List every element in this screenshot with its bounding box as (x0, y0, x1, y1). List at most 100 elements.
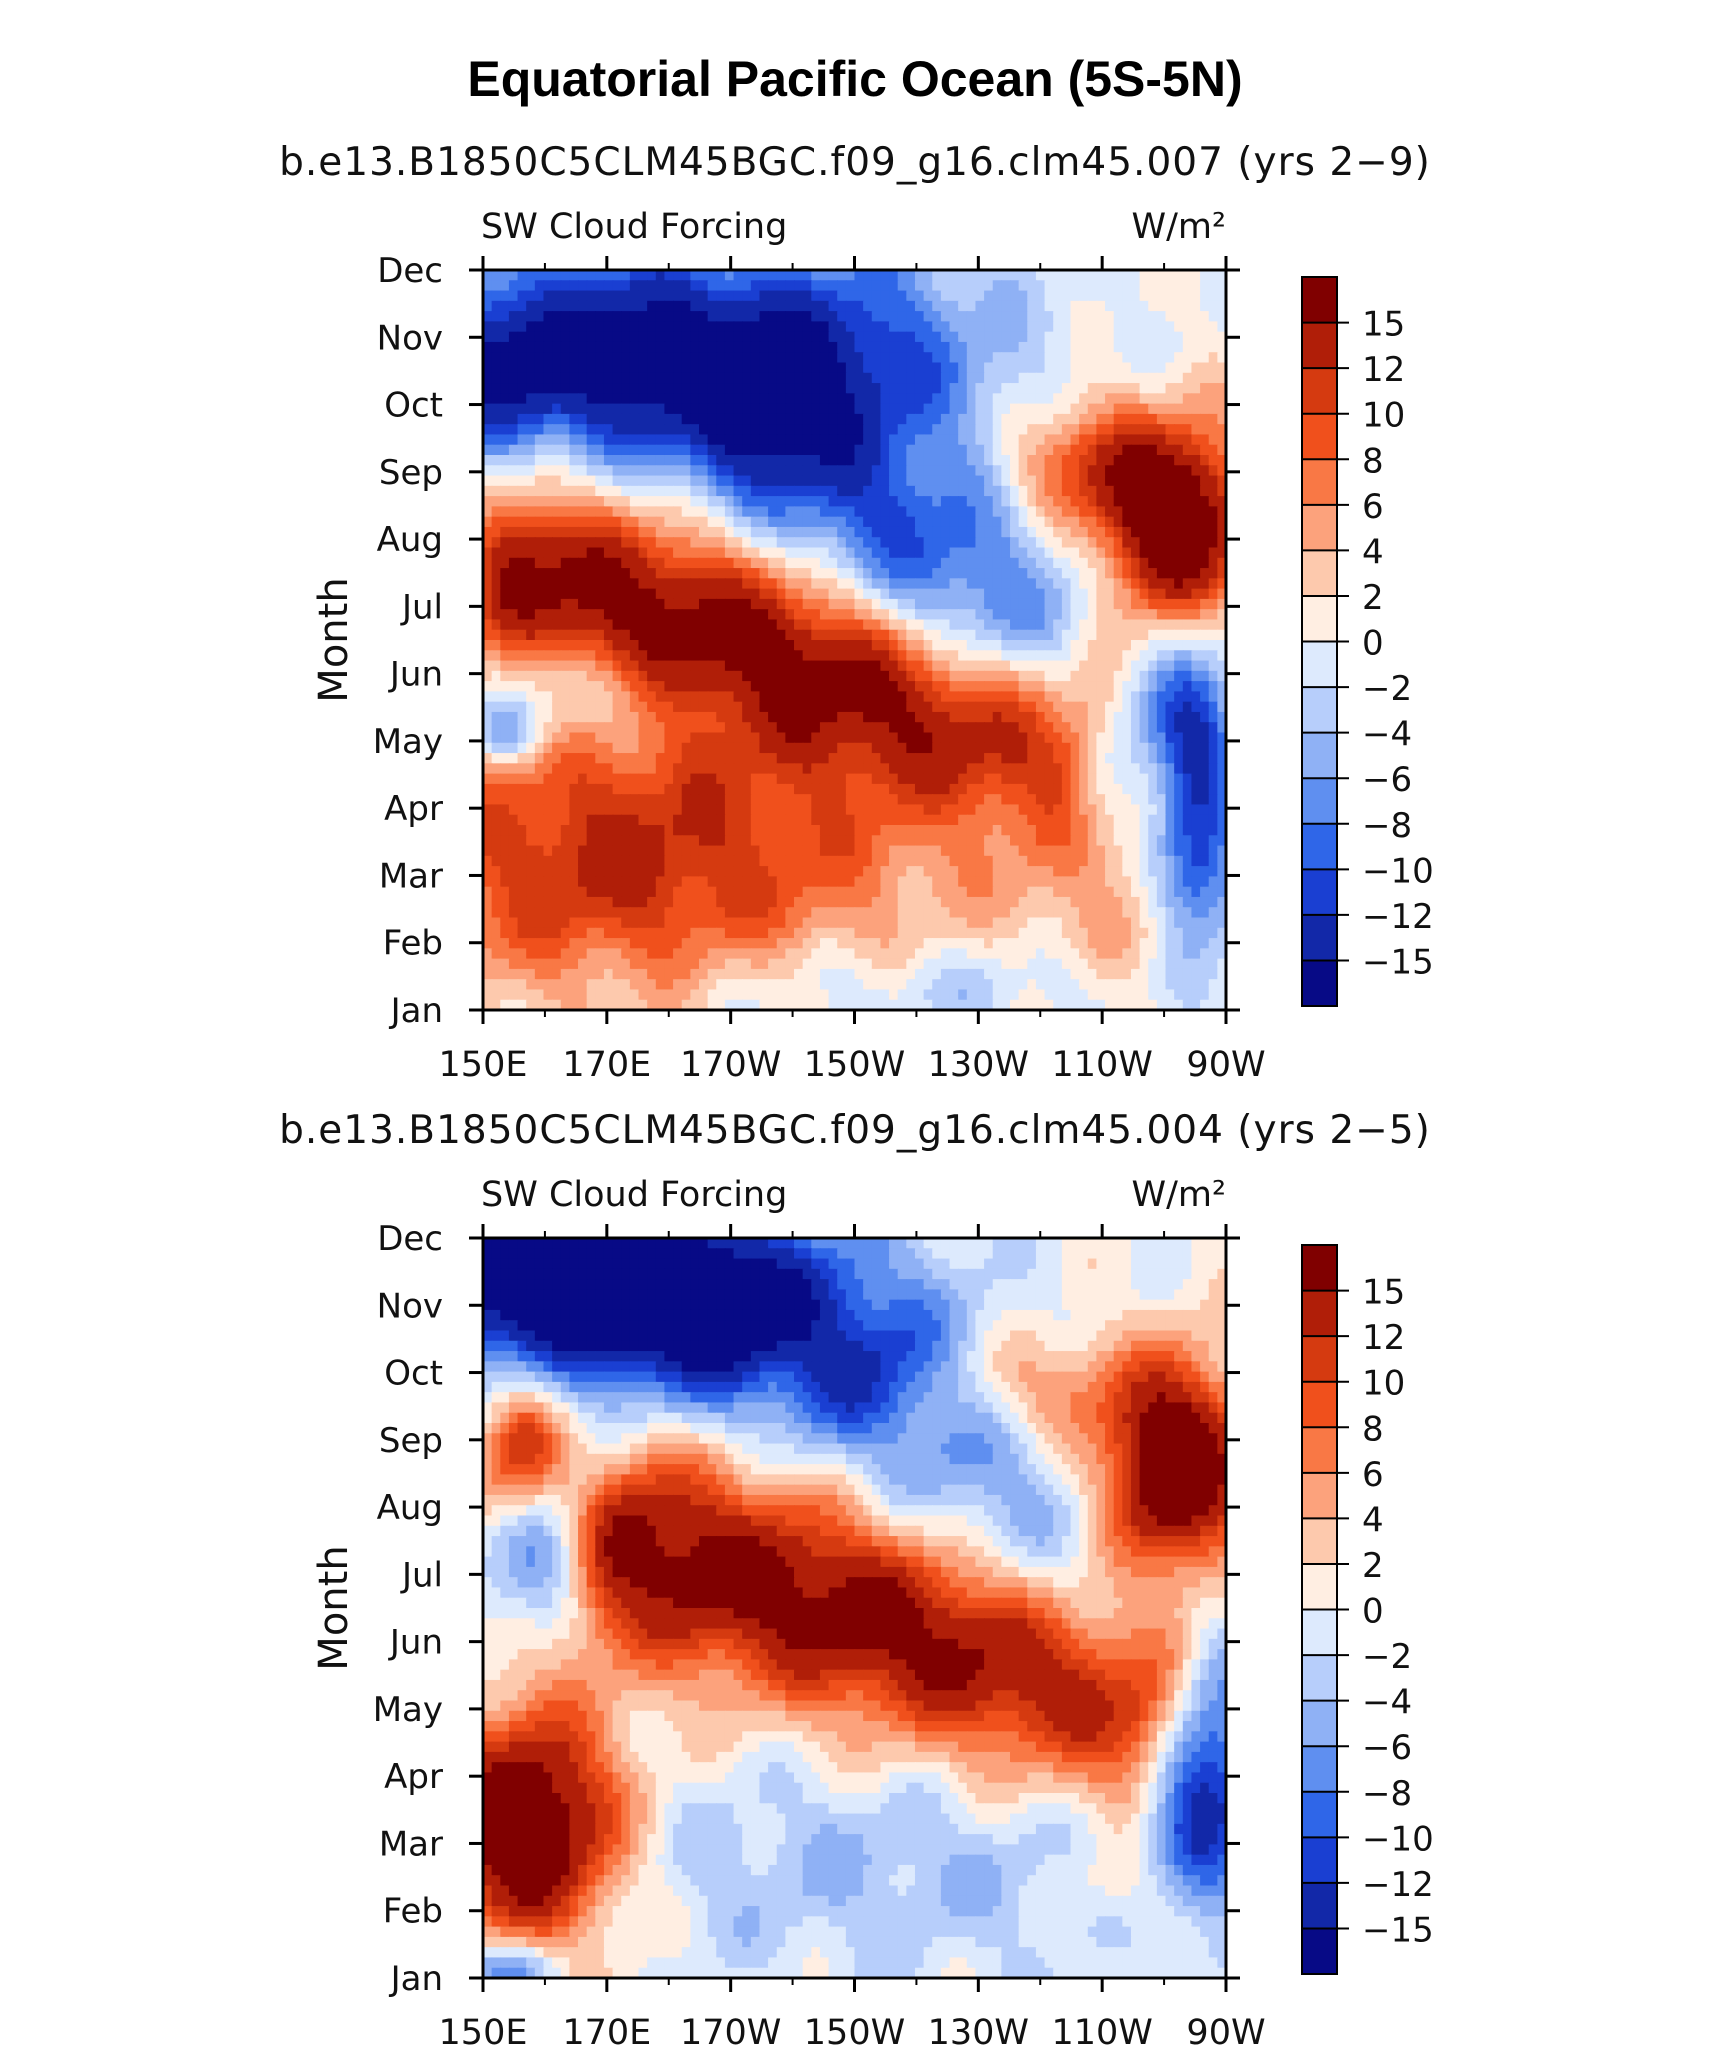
heatmap-cell (569, 475, 579, 487)
heatmap-cell (750, 300, 761, 312)
heatmap-cell (716, 526, 726, 539)
heatmap-cell (794, 311, 804, 323)
heatmap-cell (664, 393, 674, 405)
heatmap-cell (1096, 660, 1106, 672)
heatmap-cell (932, 825, 942, 837)
heatmap-cell (940, 455, 951, 467)
heatmap-cell (508, 300, 519, 312)
heatmap-cell (1053, 629, 1063, 641)
heatmap-cell (1087, 290, 1098, 302)
heatmap-cell (768, 711, 778, 724)
heatmap-cell (500, 270, 510, 282)
heatmap-cell (1010, 455, 1020, 467)
heatmap-cell (889, 290, 899, 302)
heatmap-cell (1200, 383, 1210, 395)
heatmap-cell (975, 393, 985, 405)
heatmap-cell (742, 331, 752, 343)
heatmap-cell (517, 485, 527, 497)
heatmap-cell (595, 598, 605, 610)
heatmap-cell (698, 475, 709, 487)
heatmap-cell (1174, 629, 1184, 641)
heatmap-cell (1087, 496, 1098, 508)
heatmap-cell (1079, 578, 1089, 590)
heatmap-cell (1217, 825, 1226, 837)
heatmap-cell (785, 835, 795, 847)
heatmap-cell (1174, 845, 1184, 857)
heatmap-cell (560, 845, 571, 857)
heatmap-cell (880, 568, 890, 580)
heatmap-cell (949, 516, 959, 528)
heatmap-cell (690, 526, 700, 539)
heatmap-cell (526, 578, 536, 590)
heatmap-cell (966, 691, 977, 703)
heatmap-cell (655, 393, 666, 405)
heatmap-cell (638, 424, 648, 436)
heatmap-cell (1113, 681, 1124, 693)
heatmap-cell (560, 321, 571, 333)
heatmap-cell (819, 845, 830, 857)
heatmap-cell (1105, 578, 1115, 590)
heatmap-cell (1087, 311, 1098, 323)
heatmap-cell (1130, 485, 1141, 497)
heatmap-cell (733, 629, 743, 641)
heatmap-cell (1139, 640, 1150, 652)
heatmap-cell (802, 681, 813, 693)
heatmap-cell (906, 516, 916, 528)
heatmap-cell (664, 732, 674, 744)
heatmap-cell (768, 773, 778, 785)
heatmap-cell (526, 372, 536, 384)
heatmap-cell (776, 300, 787, 312)
heatmap-cell (698, 321, 709, 333)
heatmap-cell (664, 855, 674, 867)
heatmap-cell (932, 835, 942, 847)
heatmap-cell (906, 742, 916, 754)
heatmap-cell (1061, 598, 1072, 610)
heatmap-cell (569, 383, 579, 395)
heatmap-cell (508, 568, 519, 580)
heatmap-cell (647, 732, 657, 744)
heatmap-cell (958, 691, 968, 703)
heatmap-cell (612, 711, 623, 724)
heatmap-cell (863, 650, 873, 662)
heatmap-cell (802, 300, 813, 312)
heatmap-cell (1070, 753, 1080, 765)
heatmap-cell (958, 650, 968, 662)
heatmap-cell (1018, 444, 1029, 456)
heatmap-cell (742, 321, 752, 333)
heatmap-cell (1156, 434, 1167, 446)
heatmap-cell (932, 331, 942, 343)
heatmap-cell (724, 794, 735, 806)
heatmap-cell (698, 650, 709, 662)
heatmap-cell (1174, 691, 1184, 703)
heatmap-cell (1027, 331, 1037, 343)
heatmap-cell (1053, 506, 1063, 518)
heatmap-cell (543, 794, 553, 806)
heatmap-cell (621, 640, 631, 652)
heatmap-cell (612, 485, 623, 497)
heatmap-cell (655, 434, 666, 446)
heatmap-cell (647, 783, 657, 795)
heatmap-cell (508, 321, 519, 333)
heatmap-cell (638, 763, 648, 775)
heatmap-cell (586, 270, 597, 282)
heatmap-cell (837, 362, 847, 374)
heatmap-cell (768, 526, 778, 539)
heatmap-cell (854, 640, 864, 652)
heatmap-cell (1079, 485, 1089, 497)
heatmap-cell (871, 475, 882, 487)
heatmap-cell (1105, 804, 1115, 816)
heatmap-cell (750, 711, 761, 724)
heatmap-cell (1217, 557, 1226, 569)
heatmap-cell (984, 547, 994, 559)
heatmap-cell (698, 640, 709, 652)
heatmap-cell (638, 855, 648, 867)
heatmap-cell (508, 753, 519, 765)
heatmap-cell (1105, 722, 1115, 734)
heatmap-cell (733, 835, 743, 847)
heatmap-cell (1001, 311, 1011, 323)
heatmap-cell (716, 629, 726, 641)
heatmap-cell (1148, 413, 1158, 425)
heatmap-cell (690, 711, 700, 724)
heatmap-cell (854, 321, 864, 333)
heatmap-cell (517, 681, 527, 693)
